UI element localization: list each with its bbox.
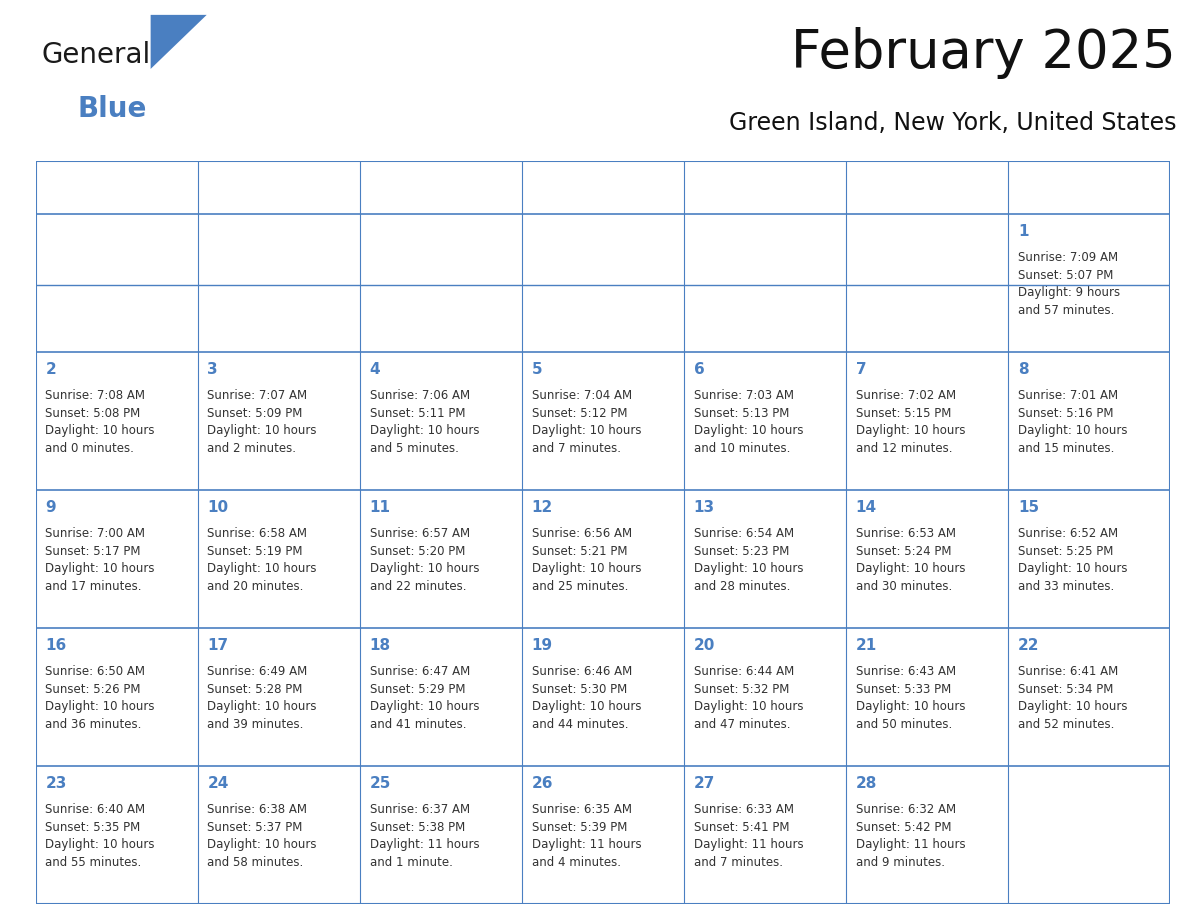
Text: Sunrise: 6:35 AM
Sunset: 5:39 PM
Daylight: 11 hours
and 4 minutes.: Sunrise: 6:35 AM Sunset: 5:39 PM Dayligh… bbox=[531, 803, 642, 869]
Text: 16: 16 bbox=[45, 638, 67, 653]
Text: Sunrise: 7:07 AM
Sunset: 5:09 PM
Daylight: 10 hours
and 2 minutes.: Sunrise: 7:07 AM Sunset: 5:09 PM Dayligh… bbox=[208, 389, 317, 454]
Text: 5: 5 bbox=[531, 362, 542, 376]
Text: Sunrise: 6:32 AM
Sunset: 5:42 PM
Daylight: 11 hours
and 9 minutes.: Sunrise: 6:32 AM Sunset: 5:42 PM Dayligh… bbox=[855, 803, 966, 869]
Text: Sunrise: 6:52 AM
Sunset: 5:25 PM
Daylight: 10 hours
and 33 minutes.: Sunrise: 6:52 AM Sunset: 5:25 PM Dayligh… bbox=[1018, 527, 1127, 593]
Text: Blue: Blue bbox=[77, 95, 147, 123]
Text: 13: 13 bbox=[694, 499, 715, 515]
Text: 9: 9 bbox=[45, 499, 56, 515]
Text: Monday: Monday bbox=[213, 178, 285, 196]
Text: 27: 27 bbox=[694, 776, 715, 790]
Text: Sunrise: 7:01 AM
Sunset: 5:16 PM
Daylight: 10 hours
and 15 minutes.: Sunrise: 7:01 AM Sunset: 5:16 PM Dayligh… bbox=[1018, 389, 1127, 454]
Text: 3: 3 bbox=[208, 362, 219, 376]
Text: Sunrise: 6:58 AM
Sunset: 5:19 PM
Daylight: 10 hours
and 20 minutes.: Sunrise: 6:58 AM Sunset: 5:19 PM Dayligh… bbox=[208, 527, 317, 593]
Text: Wednesday: Wednesday bbox=[537, 178, 644, 196]
Text: Sunrise: 6:37 AM
Sunset: 5:38 PM
Daylight: 11 hours
and 1 minute.: Sunrise: 6:37 AM Sunset: 5:38 PM Dayligh… bbox=[369, 803, 479, 869]
Text: Sunrise: 6:57 AM
Sunset: 5:20 PM
Daylight: 10 hours
and 22 minutes.: Sunrise: 6:57 AM Sunset: 5:20 PM Dayligh… bbox=[369, 527, 479, 593]
Text: Friday: Friday bbox=[860, 178, 918, 196]
Text: 10: 10 bbox=[208, 499, 228, 515]
Text: General: General bbox=[42, 41, 151, 69]
Text: Sunrise: 7:06 AM
Sunset: 5:11 PM
Daylight: 10 hours
and 5 minutes.: Sunrise: 7:06 AM Sunset: 5:11 PM Dayligh… bbox=[369, 389, 479, 454]
Text: 22: 22 bbox=[1018, 638, 1040, 653]
Text: Sunrise: 6:56 AM
Sunset: 5:21 PM
Daylight: 10 hours
and 25 minutes.: Sunrise: 6:56 AM Sunset: 5:21 PM Dayligh… bbox=[531, 527, 642, 593]
Text: Sunrise: 7:09 AM
Sunset: 5:07 PM
Daylight: 9 hours
and 57 minutes.: Sunrise: 7:09 AM Sunset: 5:07 PM Dayligh… bbox=[1018, 252, 1120, 317]
Text: Tuesday: Tuesday bbox=[374, 178, 450, 196]
Text: 14: 14 bbox=[855, 499, 877, 515]
Text: 7: 7 bbox=[855, 362, 866, 376]
Text: 12: 12 bbox=[531, 499, 552, 515]
Text: Sunrise: 7:03 AM
Sunset: 5:13 PM
Daylight: 10 hours
and 10 minutes.: Sunrise: 7:03 AM Sunset: 5:13 PM Dayligh… bbox=[694, 389, 803, 454]
Text: 15: 15 bbox=[1018, 499, 1040, 515]
Text: Sunrise: 6:53 AM
Sunset: 5:24 PM
Daylight: 10 hours
and 30 minutes.: Sunrise: 6:53 AM Sunset: 5:24 PM Dayligh… bbox=[855, 527, 966, 593]
Text: 24: 24 bbox=[208, 776, 229, 790]
Text: 20: 20 bbox=[694, 638, 715, 653]
Text: Sunrise: 6:40 AM
Sunset: 5:35 PM
Daylight: 10 hours
and 55 minutes.: Sunrise: 6:40 AM Sunset: 5:35 PM Dayligh… bbox=[45, 803, 154, 869]
Text: 25: 25 bbox=[369, 776, 391, 790]
Text: 6: 6 bbox=[694, 362, 704, 376]
Text: Sunrise: 6:50 AM
Sunset: 5:26 PM
Daylight: 10 hours
and 36 minutes.: Sunrise: 6:50 AM Sunset: 5:26 PM Dayligh… bbox=[45, 666, 154, 731]
Text: Saturday: Saturday bbox=[1023, 178, 1107, 196]
Text: Sunrise: 7:04 AM
Sunset: 5:12 PM
Daylight: 10 hours
and 7 minutes.: Sunrise: 7:04 AM Sunset: 5:12 PM Dayligh… bbox=[531, 389, 642, 454]
Text: Sunrise: 6:49 AM
Sunset: 5:28 PM
Daylight: 10 hours
and 39 minutes.: Sunrise: 6:49 AM Sunset: 5:28 PM Dayligh… bbox=[208, 666, 317, 731]
Text: Sunrise: 7:00 AM
Sunset: 5:17 PM
Daylight: 10 hours
and 17 minutes.: Sunrise: 7:00 AM Sunset: 5:17 PM Dayligh… bbox=[45, 527, 154, 593]
Text: Thursday: Thursday bbox=[699, 178, 785, 196]
Text: Sunrise: 7:02 AM
Sunset: 5:15 PM
Daylight: 10 hours
and 12 minutes.: Sunrise: 7:02 AM Sunset: 5:15 PM Dayligh… bbox=[855, 389, 966, 454]
Text: 4: 4 bbox=[369, 362, 380, 376]
Text: 17: 17 bbox=[208, 638, 228, 653]
Text: 11: 11 bbox=[369, 499, 391, 515]
Polygon shape bbox=[151, 15, 207, 69]
Text: Sunrise: 7:08 AM
Sunset: 5:08 PM
Daylight: 10 hours
and 0 minutes.: Sunrise: 7:08 AM Sunset: 5:08 PM Dayligh… bbox=[45, 389, 154, 454]
Text: 18: 18 bbox=[369, 638, 391, 653]
Text: Sunrise: 6:43 AM
Sunset: 5:33 PM
Daylight: 10 hours
and 50 minutes.: Sunrise: 6:43 AM Sunset: 5:33 PM Dayligh… bbox=[855, 666, 966, 731]
Text: Sunrise: 6:54 AM
Sunset: 5:23 PM
Daylight: 10 hours
and 28 minutes.: Sunrise: 6:54 AM Sunset: 5:23 PM Dayligh… bbox=[694, 527, 803, 593]
Text: Sunrise: 6:41 AM
Sunset: 5:34 PM
Daylight: 10 hours
and 52 minutes.: Sunrise: 6:41 AM Sunset: 5:34 PM Dayligh… bbox=[1018, 666, 1127, 731]
Text: 2: 2 bbox=[45, 362, 56, 376]
Text: Sunrise: 6:38 AM
Sunset: 5:37 PM
Daylight: 10 hours
and 58 minutes.: Sunrise: 6:38 AM Sunset: 5:37 PM Dayligh… bbox=[208, 803, 317, 869]
Text: Sunrise: 6:46 AM
Sunset: 5:30 PM
Daylight: 10 hours
and 44 minutes.: Sunrise: 6:46 AM Sunset: 5:30 PM Dayligh… bbox=[531, 666, 642, 731]
Text: 8: 8 bbox=[1018, 362, 1029, 376]
Text: 23: 23 bbox=[45, 776, 67, 790]
Text: Green Island, New York, United States: Green Island, New York, United States bbox=[728, 111, 1176, 135]
Text: 19: 19 bbox=[531, 638, 552, 653]
Text: Sunrise: 6:47 AM
Sunset: 5:29 PM
Daylight: 10 hours
and 41 minutes.: Sunrise: 6:47 AM Sunset: 5:29 PM Dayligh… bbox=[369, 666, 479, 731]
Text: February 2025: February 2025 bbox=[791, 28, 1176, 79]
Text: 21: 21 bbox=[855, 638, 877, 653]
Text: Sunrise: 6:44 AM
Sunset: 5:32 PM
Daylight: 10 hours
and 47 minutes.: Sunrise: 6:44 AM Sunset: 5:32 PM Dayligh… bbox=[694, 666, 803, 731]
Text: 28: 28 bbox=[855, 776, 877, 790]
Text: 26: 26 bbox=[531, 776, 554, 790]
Text: Sunday: Sunday bbox=[50, 178, 119, 196]
Text: 1: 1 bbox=[1018, 224, 1029, 239]
Text: Sunrise: 6:33 AM
Sunset: 5:41 PM
Daylight: 11 hours
and 7 minutes.: Sunrise: 6:33 AM Sunset: 5:41 PM Dayligh… bbox=[694, 803, 803, 869]
